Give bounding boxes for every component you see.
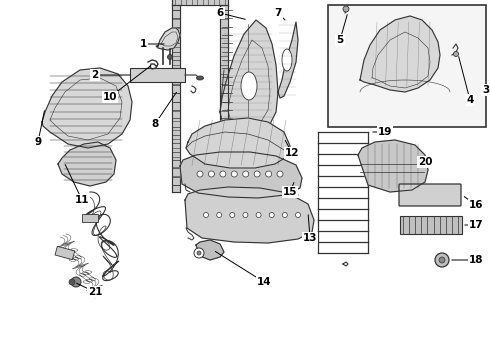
Text: 17: 17 [469,220,483,230]
Text: 11: 11 [75,195,89,205]
Circle shape [69,279,75,285]
Circle shape [435,253,449,267]
Text: 8: 8 [151,119,159,129]
Circle shape [282,212,287,217]
Text: 1: 1 [139,39,147,49]
Text: 13: 13 [303,233,317,243]
Circle shape [197,171,203,177]
Circle shape [217,212,221,217]
Polygon shape [58,142,116,186]
Text: 5: 5 [336,35,343,45]
Circle shape [439,257,445,263]
Polygon shape [180,152,302,198]
Bar [130,68,185,82]
Bar [55,246,74,260]
Circle shape [243,212,248,217]
Ellipse shape [282,49,292,71]
Polygon shape [196,240,224,260]
Text: 18: 18 [469,255,483,265]
Ellipse shape [241,72,257,100]
Circle shape [220,171,226,177]
Circle shape [254,171,260,177]
Circle shape [194,248,204,258]
Polygon shape [278,22,298,98]
Text: 7: 7 [274,8,282,18]
Polygon shape [172,5,180,192]
Circle shape [243,171,249,177]
Circle shape [343,6,349,12]
Text: 16: 16 [469,200,483,210]
Text: 19: 19 [378,127,392,137]
Circle shape [295,212,300,217]
Text: 15: 15 [283,187,297,197]
Circle shape [168,54,172,59]
Text: 3: 3 [482,85,490,95]
Polygon shape [360,16,440,92]
Text: 21: 21 [88,287,102,297]
Polygon shape [358,140,428,192]
Circle shape [208,171,215,177]
Polygon shape [220,20,278,136]
Circle shape [256,212,261,217]
Polygon shape [185,187,314,243]
Text: 2: 2 [91,70,98,80]
Circle shape [277,171,283,177]
Bar [82,214,98,222]
Bar [328,5,486,127]
Polygon shape [220,5,228,192]
Circle shape [269,212,274,217]
Polygon shape [172,0,228,5]
Text: 9: 9 [34,137,42,147]
Text: 10: 10 [103,92,117,102]
Polygon shape [186,118,290,168]
Ellipse shape [196,76,203,80]
Bar [400,216,462,234]
Circle shape [203,212,209,217]
Text: 12: 12 [285,148,299,158]
Circle shape [266,171,271,177]
Text: 4: 4 [466,95,474,105]
Circle shape [230,212,235,217]
Circle shape [454,51,459,57]
Circle shape [231,171,237,177]
Circle shape [197,251,201,255]
Text: 6: 6 [217,8,223,18]
Circle shape [71,277,81,287]
Text: 20: 20 [418,157,432,167]
Polygon shape [42,68,132,148]
Polygon shape [156,28,180,50]
Text: 14: 14 [257,277,271,287]
FancyBboxPatch shape [399,184,461,206]
